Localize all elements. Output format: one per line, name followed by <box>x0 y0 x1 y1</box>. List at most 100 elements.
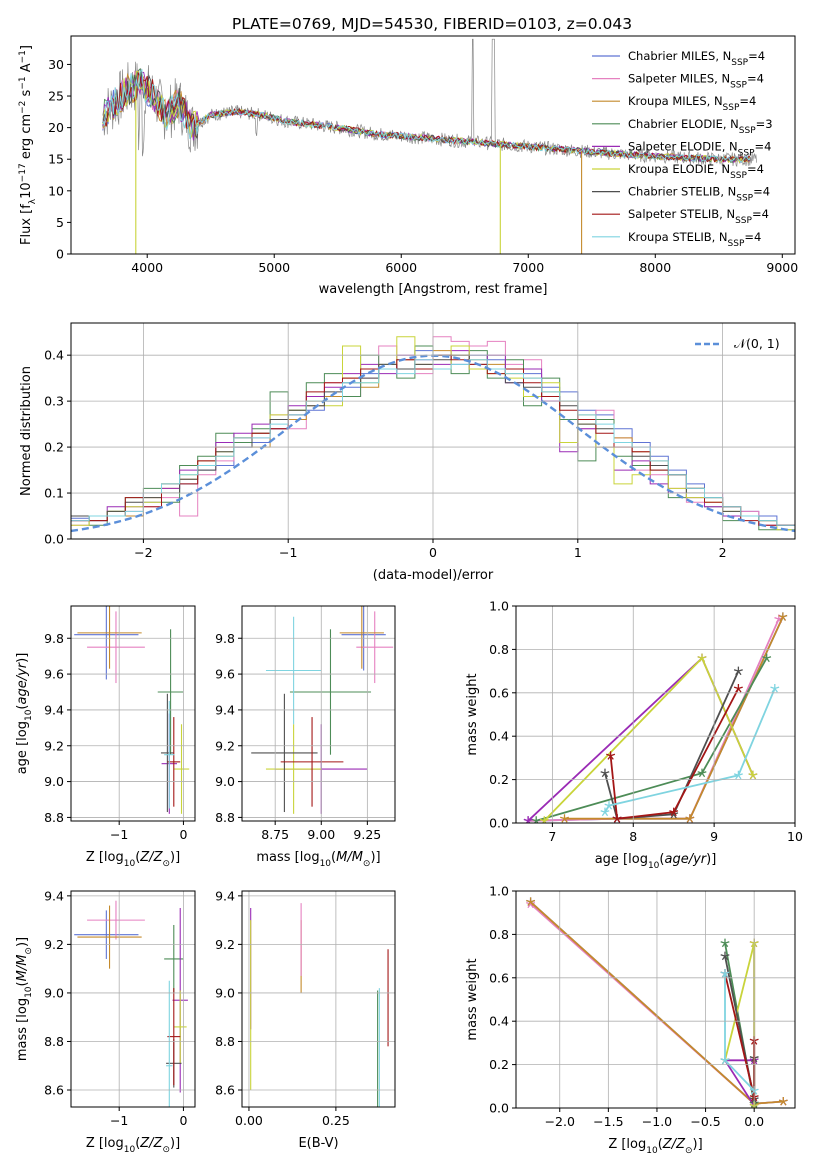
y-axis-label: mass weight <box>465 958 480 1040</box>
weight-point <box>600 807 610 817</box>
x-tick-label: 10 <box>787 829 803 844</box>
weight-point <box>762 653 772 663</box>
x-axis-label: Z [log10(Z/Z⊙)] <box>86 1136 180 1155</box>
axes-frame <box>515 605 796 824</box>
age-vs-z-plot-area <box>74 606 190 814</box>
mass-vs-ebv-plot-area <box>250 903 389 1107</box>
y-tick-label: 9.4 <box>44 702 64 717</box>
y-tick-label: 9.4 <box>215 702 235 717</box>
x-tick-label: 0 <box>179 827 187 842</box>
y-tick-label: 0.8 <box>489 927 509 942</box>
axes-frame <box>241 605 396 822</box>
y-tick-label: 9.6 <box>44 667 64 682</box>
y-tick-label: 0.8 <box>489 642 509 657</box>
y-tick-label: 0.2 <box>489 1057 509 1072</box>
y-tick-label: 0.4 <box>44 348 64 363</box>
weight-line <box>527 656 754 822</box>
legend-entry: Kroupa MILES, NSSP=4 <box>628 94 756 113</box>
weight-point <box>604 801 614 810</box>
weight-point <box>770 683 780 693</box>
y-tick-label: 15 <box>48 152 64 167</box>
weight-point <box>733 770 743 780</box>
x-tick-label: −1 <box>110 1113 128 1128</box>
histogram-step <box>71 359 795 526</box>
x-tick-label: 0.25 <box>322 1113 350 1128</box>
x-tick-label: 0 <box>179 1113 187 1128</box>
weight-point <box>697 653 707 663</box>
weight-line <box>609 688 740 820</box>
legend-entry: 𝒩(0, 1) <box>734 336 780 351</box>
x-tick-label: 8000 <box>639 260 671 275</box>
y-tick-label: 5 <box>56 215 64 230</box>
weight-line <box>564 616 784 820</box>
x-tick-label: 5000 <box>258 260 290 275</box>
y-tick-label: 9.2 <box>215 937 235 952</box>
y-axis-label: mass weight <box>465 673 480 755</box>
y-axis-label: mass [log10(M/M⊙)] <box>15 937 34 1061</box>
legend-entry: Kroupa STELIB, NSSP=4 <box>628 230 761 249</box>
x-tick-label: 9.25 <box>353 827 381 842</box>
legend-entry: Chabrier ELODIE, NSSP=3 <box>628 117 773 136</box>
x-tick-label: −1.5 <box>593 1114 623 1129</box>
y-tick-label: 1.0 <box>489 884 509 899</box>
x-tick-label: 6000 <box>385 260 417 275</box>
weight-point <box>733 666 743 676</box>
y-tick-label: 8.8 <box>44 810 64 825</box>
y-tick-label: 9.0 <box>44 774 64 789</box>
weight-vs-z-panel: −2.0 −1.5 −1.0 −0.5 0.0 0.0 0.2 0.4 0.6 0.8 1.0 Z [… <box>465 884 796 1156</box>
x-tick-label: −1 <box>279 545 297 560</box>
x-axis-label: E(B-V) <box>298 1136 338 1151</box>
x-tick-label: 9.00 <box>307 827 335 842</box>
weight-point <box>612 814 622 823</box>
y-tick-label: 8.8 <box>215 810 235 825</box>
weight-point <box>733 683 743 693</box>
weight-vs-age-panel: 7 8 9 10 0.0 0.2 0.4 0.6 0.8 1.0 age [log10(age/yr… <box>465 599 803 872</box>
weight-point <box>778 1096 788 1106</box>
y-tick-label: 9.4 <box>44 888 64 903</box>
x-tick-label: 8.75 <box>261 827 289 842</box>
legend-entry: Salpeter ELODIE, NSSP=4 <box>628 139 771 158</box>
weight-line <box>604 670 740 820</box>
y-tick-label: 0.6 <box>489 970 509 985</box>
y-tick-label: 20 <box>48 120 64 135</box>
spectrum-panel: 4000 5000 6000 7000 8000 9000 0 5 10 15 20 25 30 wave… <box>18 35 798 297</box>
weight-point <box>606 751 616 760</box>
weight-point <box>669 807 679 817</box>
x-tick-label: −0.5 <box>690 1114 720 1129</box>
x-tick-label: −2.0 <box>545 1114 575 1129</box>
residuals-panel: −2 −1 0 1 2 0.0 0.1 0.2 0.3 0.4 (data-model)/error… <box>19 322 796 583</box>
x-tick-label: 7000 <box>512 260 544 275</box>
y-tick-label: 0.4 <box>489 1014 509 1029</box>
y-tick-label: 8.6 <box>215 1083 235 1098</box>
x-axis-label: mass [log10(M/M⊙)] <box>256 850 380 869</box>
y-tick-label: 9.2 <box>44 738 64 753</box>
y-tick-label: 9.0 <box>215 774 235 789</box>
weight-line <box>724 973 756 1098</box>
weight-point <box>720 1055 730 1065</box>
figure-title: PLATE=0769, MJD=54530, FIBERID=0103, z=0… <box>232 15 632 33</box>
y-tick-label: 9.0 <box>44 985 64 1000</box>
y-axis-label: Flux [fλ10−17 erg cm−2 s−1 A−1] <box>18 45 38 245</box>
weight-point <box>778 612 788 621</box>
weight-point <box>720 951 730 961</box>
y-tick-label: 9.8 <box>215 631 235 646</box>
y-tick-label: 1.0 <box>489 599 509 614</box>
x-axis-label: Z [log10(Z/Z⊙)] <box>608 1137 702 1156</box>
x-axis-label: Z [log10(Z/Z⊙)] <box>86 850 180 869</box>
weight-point <box>526 897 536 906</box>
y-tick-label: 10 <box>48 183 64 198</box>
y-tick-label: 0.0 <box>489 1101 509 1116</box>
y-tick-label: 25 <box>48 89 64 104</box>
panels-layer: 4000 5000 6000 7000 8000 9000051015202530wave… <box>15 35 803 1156</box>
y-tick-label: 8.8 <box>44 1034 64 1049</box>
y-tick-label: 9.6 <box>215 667 235 682</box>
weight-point <box>600 768 610 778</box>
x-tick-label: 0.0 <box>744 1114 764 1129</box>
spectrum-plot-area <box>102 38 757 254</box>
axes-frame <box>70 890 196 1108</box>
residual-legend: 𝒩(0, 1) <box>695 336 780 351</box>
legend-entry: Kroupa ELODIE, NSSP=4 <box>628 162 764 181</box>
y-tick-label: 0.6 <box>489 685 509 700</box>
age-vs-z-panel: −1 0 8.8 9.0 9.2 9.4 9.6 9.8 Z [log10(Z/Z⊙)] age … <box>15 605 196 869</box>
